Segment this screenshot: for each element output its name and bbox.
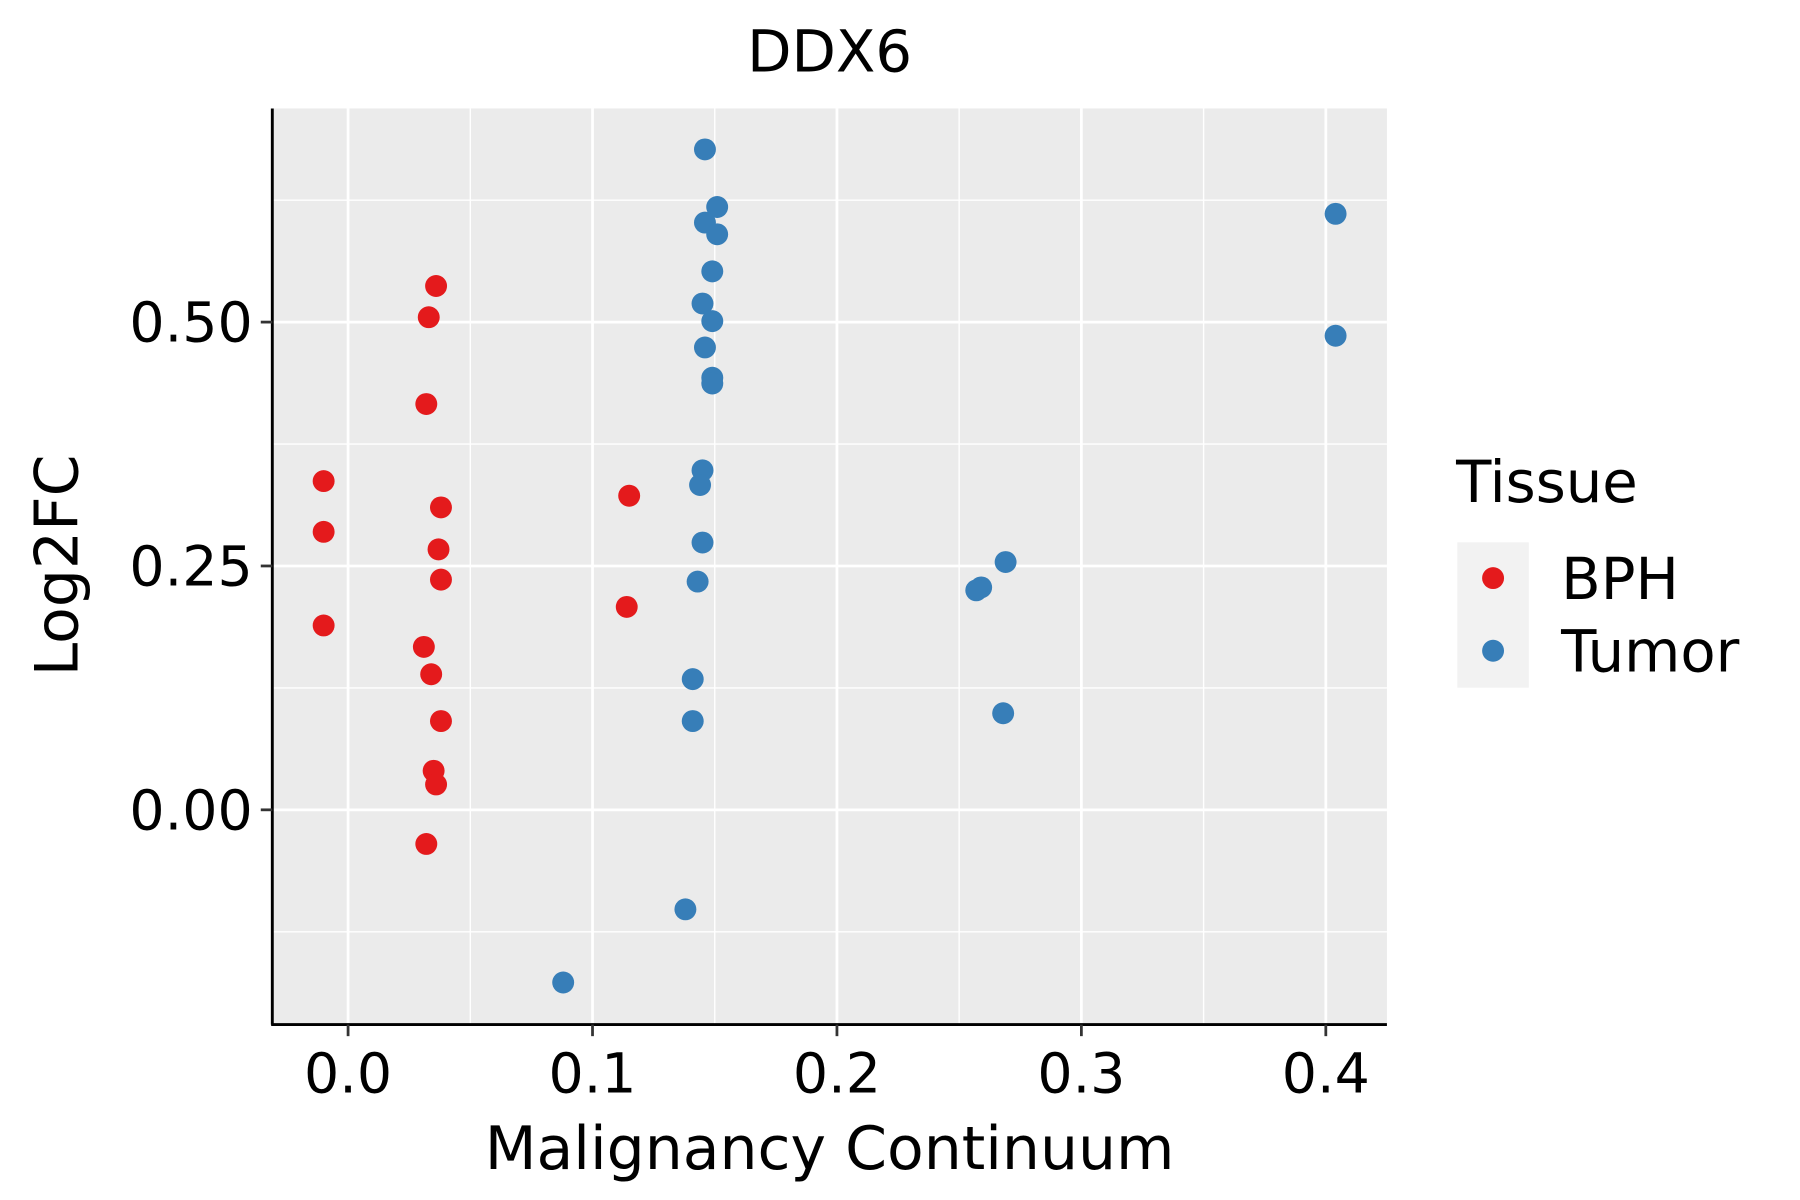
- data-point-tumor: [965, 579, 988, 602]
- data-point-bph: [417, 306, 440, 329]
- y-tick-label: 0.50: [129, 292, 252, 356]
- x-tick-label: 0.4: [1282, 1043, 1370, 1107]
- x-tick-label: 0.1: [548, 1043, 636, 1107]
- data-point-bph: [415, 833, 438, 855]
- data-point-tumor: [1324, 202, 1347, 225]
- legend-keys-background: [1457, 542, 1529, 688]
- y-axis-label: Log2FC: [22, 455, 92, 677]
- axis-ticks: 0.0 0.1 0.2 0.3 0.4 0.00 0.25 0.50: [129, 292, 1369, 1107]
- legend-title: Tissue: [1455, 448, 1638, 516]
- data-point-bph: [615, 595, 638, 618]
- data-point-tumor: [686, 570, 709, 593]
- x-tick-label: 0.3: [1037, 1043, 1125, 1107]
- data-point-tumor: [693, 138, 716, 161]
- data-points: [312, 138, 1347, 994]
- data-point-bph: [312, 520, 335, 543]
- y-tick-label: 0.25: [129, 536, 252, 600]
- data-point-bph: [420, 663, 443, 686]
- x-axis-label: Malignancy Continuum: [485, 1114, 1175, 1184]
- data-point-bph: [425, 773, 448, 796]
- legend-label-tumor: Tumor: [1560, 618, 1740, 686]
- data-point-tumor: [994, 551, 1017, 574]
- data-point-tumor: [693, 336, 716, 359]
- data-point-bph: [415, 393, 438, 415]
- data-point-tumor: [701, 260, 724, 283]
- x-tick-label: 0.0: [304, 1043, 392, 1107]
- data-point-tumor: [1324, 324, 1347, 347]
- legend-label-bph: BPH: [1561, 545, 1679, 613]
- data-point-tumor: [689, 474, 712, 496]
- data-point-tumor: [701, 310, 724, 333]
- data-point-bph: [312, 470, 335, 493]
- data-point-bph: [618, 484, 641, 507]
- data-point-tumor: [691, 292, 714, 315]
- data-point-tumor: [701, 372, 724, 395]
- data-point-tumor: [674, 898, 697, 921]
- gridlines: [272, 108, 1387, 1024]
- data-point-bph: [430, 710, 452, 733]
- data-point-tumor: [681, 668, 704, 691]
- data-point-bph: [412, 635, 435, 658]
- legend-key-tumor: [1482, 639, 1505, 662]
- y-tick-label: 0.00: [129, 779, 252, 843]
- chart-title: DDX6: [747, 18, 912, 86]
- data-point-tumor: [992, 702, 1015, 725]
- data-point-bph: [430, 496, 452, 519]
- data-point-bph: [427, 538, 450, 561]
- data-point-tumor: [706, 196, 729, 218]
- data-point-tumor: [691, 531, 714, 554]
- data-point-bph: [425, 275, 448, 297]
- x-tick-label: 0.2: [793, 1043, 881, 1107]
- data-point-tumor: [681, 710, 704, 733]
- data-point-tumor: [552, 971, 575, 994]
- data-point-tumor: [706, 223, 729, 246]
- legend-key-bph: [1482, 567, 1505, 590]
- data-point-bph: [312, 614, 335, 637]
- data-point-bph: [430, 568, 452, 591]
